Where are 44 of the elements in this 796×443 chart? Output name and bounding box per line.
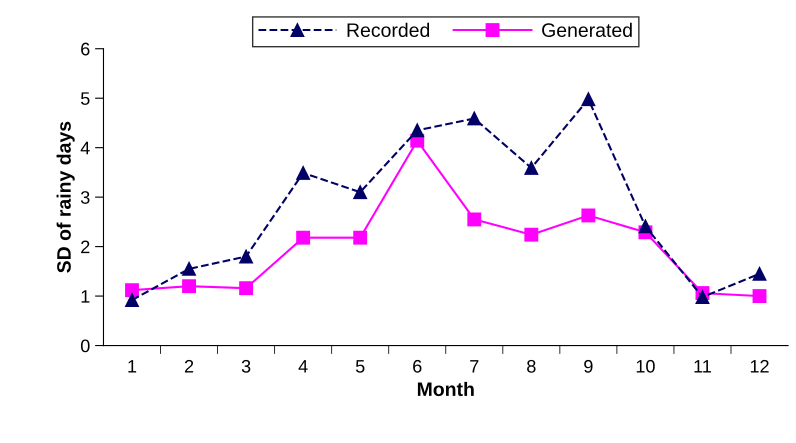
- y-tick-label: 0: [80, 339, 90, 352]
- point: [239, 250, 254, 264]
- x-tick-label: 4: [298, 360, 308, 373]
- x-tick-label: 3: [242, 360, 250, 373]
- x-tick-label: 9: [584, 360, 593, 373]
- point: [296, 230, 310, 245]
- y-axis-title: SD of rainy days: [56, 122, 75, 273]
- point: [638, 219, 652, 234]
- y-tick-label: 2: [81, 240, 90, 254]
- legend-label: Recorded: [348, 22, 430, 38]
- x-tick-label: 6: [413, 360, 422, 373]
- point: [467, 112, 482, 126]
- x-tick-label: 8: [527, 360, 536, 373]
- y-tick-label: 6: [81, 42, 90, 56]
- point: [752, 266, 766, 281]
- point: [581, 208, 596, 222]
- y-tick-label: 4: [80, 142, 90, 154]
- legend-label: Generated: [542, 22, 632, 38]
- x-tick-label: 2: [184, 360, 194, 373]
- point: [182, 262, 196, 276]
- x-tick-label: 1: [128, 360, 136, 373]
- x-tick-label: 7: [470, 360, 478, 373]
- x-tick-label: 11: [694, 360, 711, 373]
- point: [296, 166, 310, 180]
- point: [581, 92, 596, 106]
- point: [524, 228, 538, 242]
- y-tick-label: 3: [80, 191, 90, 204]
- point: [524, 161, 538, 175]
- x-tick-label: 5: [356, 360, 364, 373]
- point: [752, 289, 766, 304]
- point: [353, 185, 368, 200]
- point: [467, 212, 482, 226]
- x-tick-label: 12: [750, 360, 769, 373]
- point: [125, 283, 139, 298]
- point: [125, 293, 139, 307]
- point: [353, 230, 368, 245]
- x-tick-label: 10: [636, 360, 655, 373]
- point: [239, 281, 254, 296]
- point: [410, 123, 424, 138]
- y-tick-label: 1: [82, 290, 90, 303]
- y-tick-label: 5: [80, 92, 90, 105]
- point: [696, 290, 710, 304]
- point: [182, 279, 196, 294]
- x-axis-title: Month: [418, 382, 474, 396]
